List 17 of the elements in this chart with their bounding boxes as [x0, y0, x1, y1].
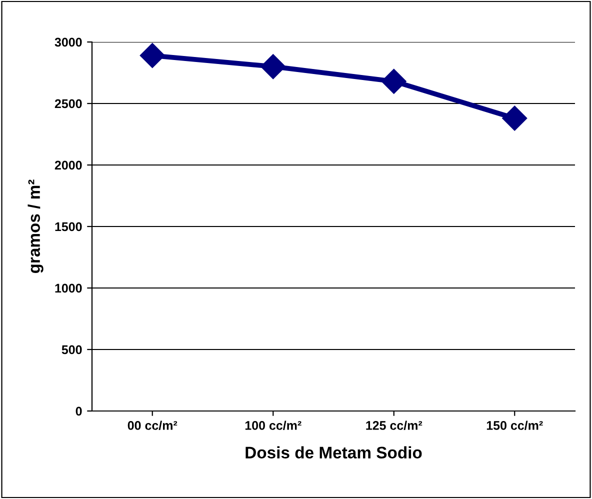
x-tick-label: 125 cc/m² [366, 420, 422, 430]
y-tick-label: 2000 [54, 160, 82, 170]
y-tick-label: 1000 [55, 284, 82, 293]
x-axis-title: Dosis de Metam Sodio [246, 446, 422, 459]
point [381, 68, 406, 94]
point [502, 106, 528, 131]
x-tick-label: 150 cc/m² [486, 420, 543, 430]
y-tick-label: 2500 [54, 99, 82, 108]
y-tick-label: 0 [76, 406, 82, 416]
x-tick-label: 00 cc/m² [128, 420, 178, 430]
y-tick-label: 3000 [54, 38, 82, 47]
point [140, 43, 165, 68]
y-tick-label: 1500 [55, 222, 82, 232]
x-tick-label: 100 cc/m² [245, 420, 302, 430]
y-tick-label: 500 [62, 345, 82, 354]
y-axis-title: gramos / m² [28, 180, 44, 274]
point [260, 54, 286, 80]
